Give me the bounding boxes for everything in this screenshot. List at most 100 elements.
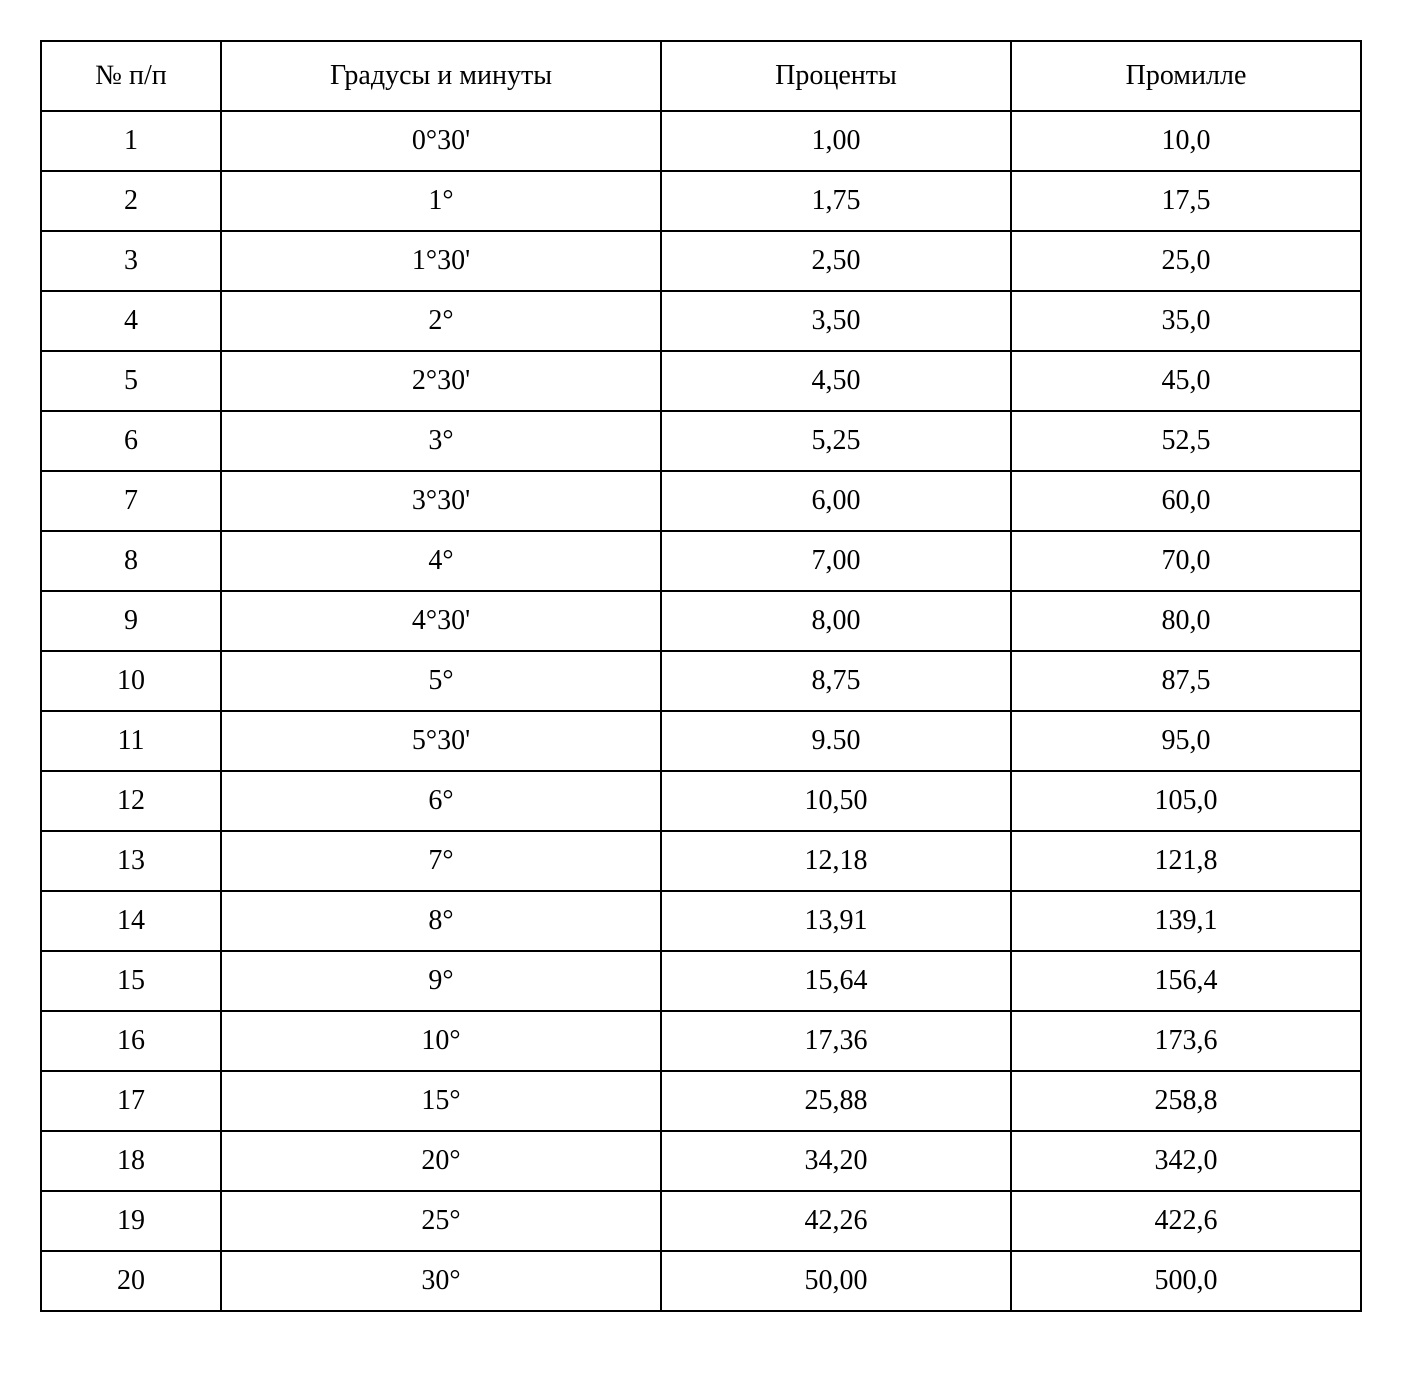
table-row: 4 2° 3,50 35,0 [41,291,1361,351]
cell-index: 14 [41,891,221,951]
cell-degrees: 25° [221,1191,661,1251]
cell-index: 15 [41,951,221,1011]
cell-permille: 45,0 [1011,351,1361,411]
cell-index: 12 [41,771,221,831]
cell-degrees: 2° [221,291,661,351]
table-row: 8 4° 7,00 70,0 [41,531,1361,591]
col-header-permille: Промилле [1011,41,1361,111]
cell-permille: 25,0 [1011,231,1361,291]
cell-percent: 8,75 [661,651,1011,711]
cell-degrees: 3°30' [221,471,661,531]
cell-degrees: 15° [221,1071,661,1131]
table-row: 2 1° 1,75 17,5 [41,171,1361,231]
cell-percent: 1,75 [661,171,1011,231]
cell-percent: 13,91 [661,891,1011,951]
cell-index: 7 [41,471,221,531]
cell-degrees: 7° [221,831,661,891]
col-header-percent: Проценты [661,41,1011,111]
cell-permille: 121,8 [1011,831,1361,891]
cell-percent: 2,50 [661,231,1011,291]
cell-index: 2 [41,171,221,231]
cell-permille: 342,0 [1011,1131,1361,1191]
cell-degrees: 3° [221,411,661,471]
cell-percent: 6,00 [661,471,1011,531]
cell-degrees: 20° [221,1131,661,1191]
cell-degrees: 1°30' [221,231,661,291]
cell-permille: 500,0 [1011,1251,1361,1311]
cell-degrees: 4°30' [221,591,661,651]
table-row: 10 5° 8,75 87,5 [41,651,1361,711]
cell-index: 17 [41,1071,221,1131]
cell-permille: 105,0 [1011,771,1361,831]
table-row: 19 25° 42,26 422,6 [41,1191,1361,1251]
cell-degrees: 30° [221,1251,661,1311]
col-header-index: № п/п [41,41,221,111]
table-row: 12 6° 10,50 105,0 [41,771,1361,831]
cell-percent: 25,88 [661,1071,1011,1131]
cell-index: 13 [41,831,221,891]
table-row: 16 10° 17,36 173,6 [41,1011,1361,1071]
table-row: 20 30° 50,00 500,0 [41,1251,1361,1311]
cell-percent: 1,00 [661,111,1011,171]
cell-percent: 10,50 [661,771,1011,831]
table-row: 7 3°30' 6,00 60,0 [41,471,1361,531]
table-row: 6 3° 5,25 52,5 [41,411,1361,471]
cell-permille: 95,0 [1011,711,1361,771]
cell-degrees: 4° [221,531,661,591]
cell-percent: 8,00 [661,591,1011,651]
cell-index: 19 [41,1191,221,1251]
table-row: 14 8° 13,91 139,1 [41,891,1361,951]
cell-degrees: 5° [221,651,661,711]
cell-index: 11 [41,711,221,771]
cell-degrees: 10° [221,1011,661,1071]
cell-permille: 60,0 [1011,471,1361,531]
cell-degrees: 5°30' [221,711,661,771]
cell-permille: 87,5 [1011,651,1361,711]
table-row: 5 2°30' 4,50 45,0 [41,351,1361,411]
cell-index: 1 [41,111,221,171]
cell-index: 3 [41,231,221,291]
cell-percent: 17,36 [661,1011,1011,1071]
cell-permille: 70,0 [1011,531,1361,591]
cell-degrees: 0°30' [221,111,661,171]
cell-percent: 3,50 [661,291,1011,351]
cell-permille: 52,5 [1011,411,1361,471]
cell-percent: 50,00 [661,1251,1011,1311]
table-row: 3 1°30' 2,50 25,0 [41,231,1361,291]
cell-degrees: 2°30' [221,351,661,411]
cell-permille: 173,6 [1011,1011,1361,1071]
cell-permille: 156,4 [1011,951,1361,1011]
cell-permille: 139,1 [1011,891,1361,951]
cell-percent: 4,50 [661,351,1011,411]
cell-percent: 5,25 [661,411,1011,471]
cell-degrees: 8° [221,891,661,951]
table-row: 13 7° 12,18 121,8 [41,831,1361,891]
table-header-row: № п/п Градусы и минуты Проценты Промилле [41,41,1361,111]
cell-degrees: 9° [221,951,661,1011]
cell-index: 9 [41,591,221,651]
table-row: 17 15° 25,88 258,8 [41,1071,1361,1131]
table-row: 15 9° 15,64 156,4 [41,951,1361,1011]
cell-permille: 35,0 [1011,291,1361,351]
cell-permille: 422,6 [1011,1191,1361,1251]
cell-permille: 80,0 [1011,591,1361,651]
cell-index: 4 [41,291,221,351]
cell-permille: 17,5 [1011,171,1361,231]
cell-permille: 258,8 [1011,1071,1361,1131]
cell-index: 18 [41,1131,221,1191]
cell-degrees: 1° [221,171,661,231]
col-header-degrees: Градусы и минуты [221,41,661,111]
table-row: 18 20° 34,20 342,0 [41,1131,1361,1191]
cell-permille: 10,0 [1011,111,1361,171]
table-body: 1 0°30' 1,00 10,0 2 1° 1,75 17,5 3 1°30'… [41,111,1361,1311]
table-row: 1 0°30' 1,00 10,0 [41,111,1361,171]
cell-index: 20 [41,1251,221,1311]
cell-index: 6 [41,411,221,471]
cell-degrees: 6° [221,771,661,831]
cell-percent: 12,18 [661,831,1011,891]
conversion-table: № п/п Градусы и минуты Проценты Промилле… [40,40,1362,1312]
table-row: 11 5°30' 9.50 95,0 [41,711,1361,771]
cell-percent: 42,26 [661,1191,1011,1251]
cell-percent: 9.50 [661,711,1011,771]
cell-index: 10 [41,651,221,711]
